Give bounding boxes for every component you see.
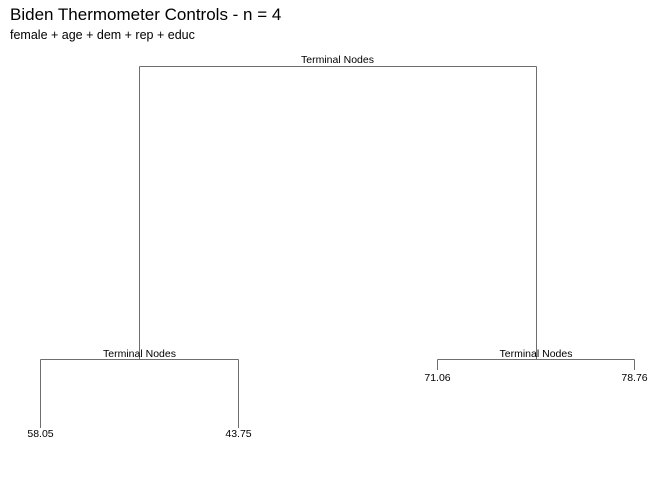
root-node-label: Terminal Nodes [301, 54, 374, 66]
leaf-label: 78.76 [621, 372, 647, 384]
leaf-label: 43.75 [225, 428, 251, 440]
leaf-label: 58.05 [27, 428, 53, 440]
chart-title: Biden Thermometer Controls - n = 4 [10, 5, 282, 24]
right-node-label: Terminal Nodes [500, 348, 573, 360]
leaf-label: 71.06 [424, 372, 450, 384]
chart-subtitle: female + age + dem + rep + educ [10, 28, 195, 42]
left-node-label: Terminal Nodes [103, 348, 176, 360]
